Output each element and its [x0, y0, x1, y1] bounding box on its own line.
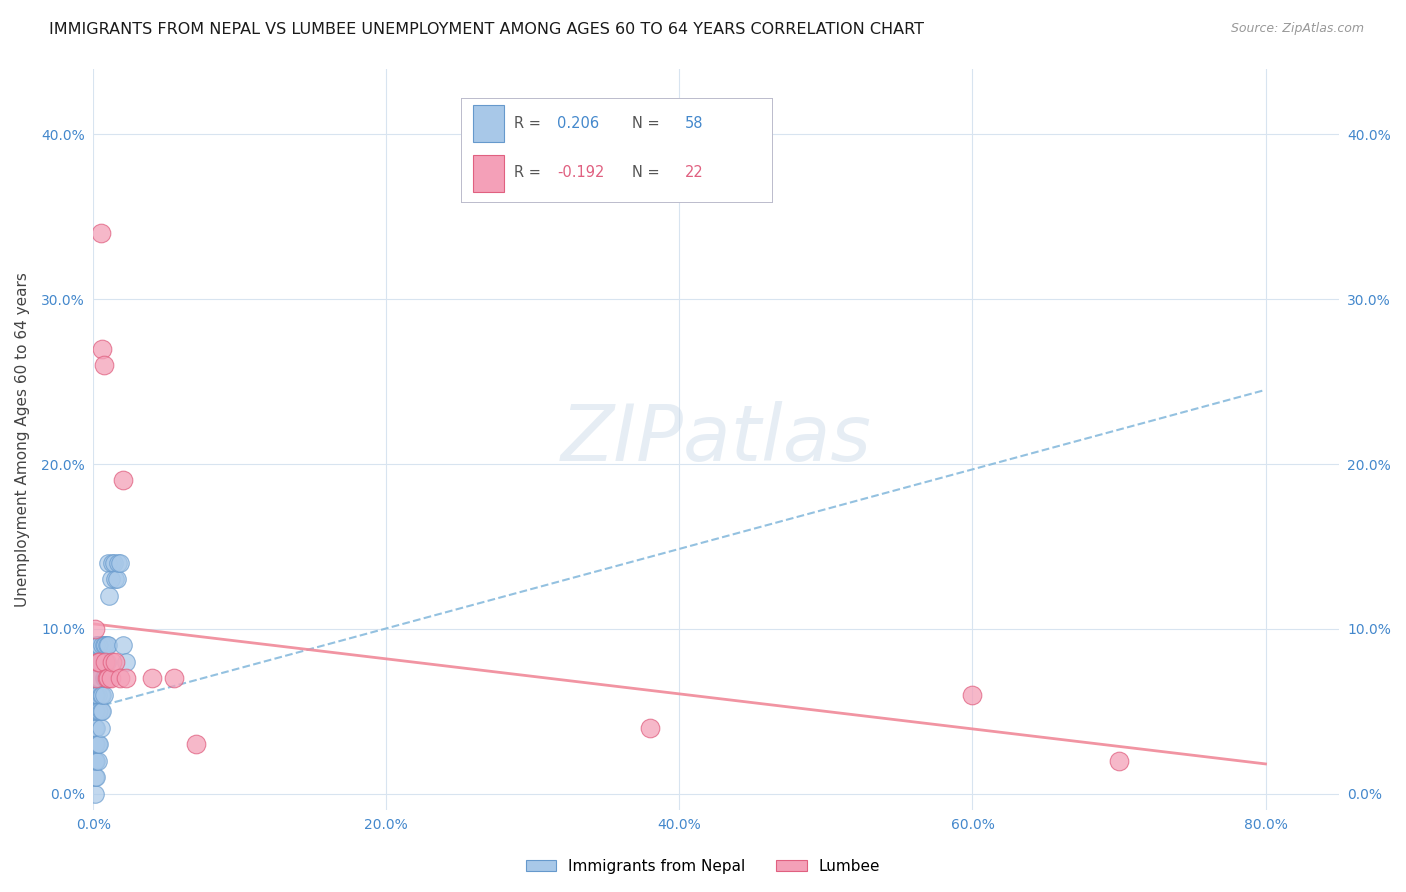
Point: [83, 704, 105, 718]
Point: [84, 754, 107, 768]
Point: [89, 737, 111, 751]
Point: [111, 638, 134, 652]
Point: [105, 573, 128, 587]
Point: [104, 655, 127, 669]
Point: [94, 655, 117, 669]
Point: [101, 655, 124, 669]
Point: [83, 737, 105, 751]
Point: [93, 671, 115, 685]
Point: [141, 671, 163, 685]
Point: [89, 655, 111, 669]
Point: [90, 227, 112, 241]
Point: [962, 688, 984, 702]
Point: [83, 688, 105, 702]
Text: Source: ZipAtlas.com: Source: ZipAtlas.com: [1230, 22, 1364, 36]
Point: [104, 573, 127, 587]
Point: [89, 638, 111, 652]
Point: [108, 556, 131, 570]
Point: [90, 704, 112, 718]
Point: [97, 638, 120, 652]
Point: [84, 655, 107, 669]
Point: [86, 704, 108, 718]
Point: [97, 556, 120, 570]
Point: [91, 638, 114, 652]
Text: IMMIGRANTS FROM NEPAL VS LUMBEE UNEMPLOYMENT AMONG AGES 60 TO 64 YEARS CORRELATI: IMMIGRANTS FROM NEPAL VS LUMBEE UNEMPLOY…: [49, 22, 924, 37]
Point: [84, 737, 107, 751]
Point: [90, 721, 112, 735]
Y-axis label: Unemployment Among Ages 60 to 64 years: Unemployment Among Ages 60 to 64 years: [15, 272, 30, 607]
Point: [86, 754, 108, 768]
Point: [86, 737, 108, 751]
Point: [86, 671, 108, 685]
Point: [91, 342, 114, 356]
Point: [83, 671, 105, 685]
Point: [83, 622, 105, 636]
Point: [184, 737, 207, 751]
Point: [89, 704, 111, 718]
Point: [89, 671, 111, 685]
Point: [86, 655, 108, 669]
Point: [100, 573, 122, 587]
Point: [91, 688, 114, 702]
Point: [86, 655, 108, 669]
Point: [108, 671, 131, 685]
Point: [93, 688, 115, 702]
Point: [84, 704, 107, 718]
Point: [94, 671, 117, 685]
Point: [83, 721, 105, 735]
Point: [98, 589, 121, 603]
Point: [97, 671, 120, 685]
Point: [84, 671, 107, 685]
Point: [89, 655, 111, 669]
Point: [93, 358, 115, 372]
Point: [84, 671, 107, 685]
Point: [83, 770, 105, 784]
Point: [103, 556, 125, 570]
Point: [86, 688, 108, 702]
Point: [638, 721, 661, 735]
Text: ZIPatlas: ZIPatlas: [561, 401, 872, 477]
Point: [90, 655, 112, 669]
Point: [86, 638, 108, 652]
Point: [1108, 754, 1130, 768]
Point: [111, 474, 134, 488]
Point: [84, 638, 107, 652]
Point: [107, 556, 129, 570]
Point: [96, 671, 118, 685]
Point: [163, 671, 186, 685]
Point: [83, 787, 105, 801]
Point: [96, 655, 118, 669]
Point: [114, 655, 136, 669]
Point: [91, 655, 114, 669]
Point: [91, 704, 114, 718]
Point: [84, 721, 107, 735]
Legend: Immigrants from Nepal, Lumbee: Immigrants from Nepal, Lumbee: [519, 853, 887, 880]
Point: [94, 638, 117, 652]
Point: [93, 638, 115, 652]
Point: [100, 671, 122, 685]
Point: [84, 688, 107, 702]
Point: [83, 737, 105, 751]
Point: [114, 671, 136, 685]
Point: [96, 638, 118, 652]
Point: [83, 754, 105, 768]
Point: [101, 556, 124, 570]
Point: [83, 754, 105, 768]
Point: [90, 688, 112, 702]
Point: [84, 770, 107, 784]
